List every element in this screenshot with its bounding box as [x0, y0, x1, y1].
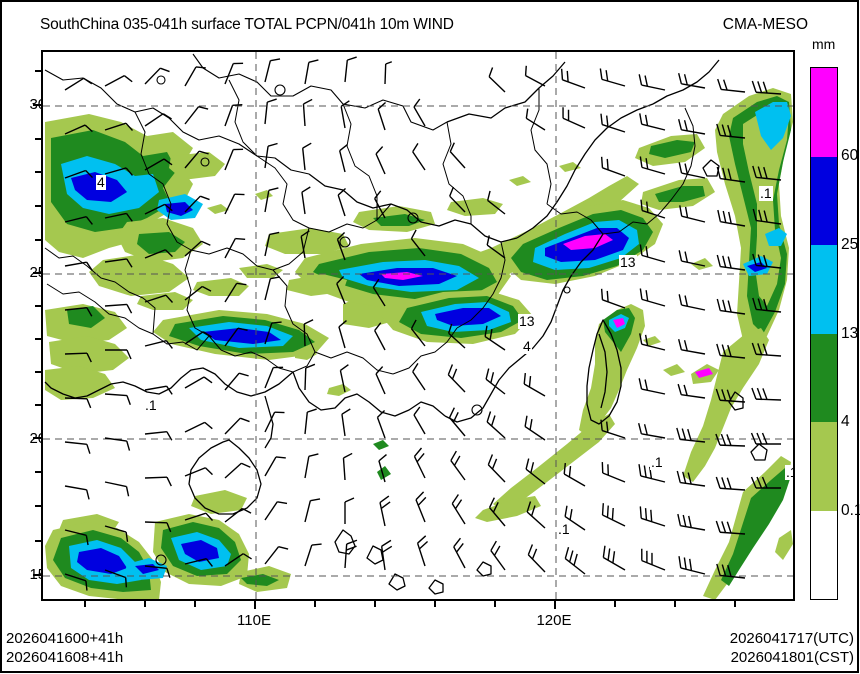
- colorbar-band-1: [811, 156, 837, 245]
- tick-lon-minor-1: [84, 601, 86, 607]
- tick-lon-minor-8: [614, 601, 616, 607]
- colorbar-label-0-1: 0.1: [841, 502, 860, 520]
- contour-label: .1: [759, 185, 773, 201]
- tick-lon-minor-5: [374, 601, 376, 607]
- contour-label: 4: [522, 338, 532, 354]
- map-canvas: [43, 52, 793, 599]
- colorbar[interactable]: [810, 67, 838, 600]
- colorbar-label-60: 60: [841, 146, 859, 164]
- colorbar-band-2: [811, 245, 837, 334]
- tick-lon-minor-6: [434, 601, 436, 607]
- tick-lat-minor-1: [35, 70, 41, 72]
- tick-lon-120e: [554, 601, 556, 609]
- tick-lon-minor-7: [494, 601, 496, 607]
- colorbar-label-25: 25: [841, 235, 859, 253]
- tick-lon-minor-9: [674, 601, 676, 607]
- contour-label: .1: [650, 454, 664, 470]
- contour-label: 4: [793, 196, 795, 211]
- tick-lon-minor-4: [314, 601, 316, 607]
- axis-label-lon-120e: 120E: [536, 612, 572, 629]
- tick-lat-minor-9: [35, 404, 41, 406]
- tick-lat-minor-8: [35, 371, 41, 373]
- contour-label: .1: [785, 465, 793, 480]
- tick-lat-minor-5: [35, 239, 41, 241]
- contour-label: 13: [619, 254, 637, 270]
- tick-lat-minor-2: [35, 138, 41, 140]
- colorbar-band-0: [811, 68, 837, 157]
- colorbar-unit-label: mm: [812, 36, 836, 52]
- contour-label: .1: [144, 397, 158, 413]
- tick-lat-minor-7: [35, 338, 41, 340]
- tick-lon-minor-10: [734, 601, 736, 607]
- chart-footer: 2026041600+41h 2026041608+41h 2026041717…: [0, 630, 860, 674]
- tick-lat-minor-11: [35, 505, 41, 507]
- colorbar-band-4: [811, 422, 837, 511]
- valid-time-cst: 2026041801(CST): [730, 649, 854, 666]
- tick-lat-minor-3: [35, 171, 41, 173]
- tick-lat-minor-12: [35, 540, 41, 542]
- tick-lat-20n: [33, 437, 41, 439]
- colorbar-label-4: 4: [841, 413, 850, 431]
- contour-label: 13: [518, 313, 536, 329]
- chart-header: SouthChina 035-041h surface TOTAL PCPN/0…: [0, 16, 860, 42]
- contour-label: 4: [96, 174, 106, 190]
- tick-lat-minor-4: [35, 205, 41, 207]
- colorbar-label-13: 13: [841, 324, 859, 342]
- init-time-cst: 2026041608+41h: [6, 649, 124, 666]
- tick-lat-30n: [33, 104, 41, 106]
- valid-time-utc: 2026041717(UTC): [729, 630, 854, 647]
- tick-lon-minor-2: [144, 601, 146, 607]
- model-name-label: CMA-MESO: [722, 16, 808, 33]
- init-time-utc: 2026041600+41h: [6, 630, 124, 647]
- axis-label-lon-110e: 110E: [237, 612, 271, 629]
- gridlines-layer: [43, 52, 793, 599]
- tick-lon-110e: [254, 601, 256, 609]
- tick-lat-25n: [33, 272, 41, 274]
- tick-lat-minor-10: [35, 471, 41, 473]
- colorbar-band-3: [811, 333, 837, 422]
- tick-lat-minor-6: [35, 305, 41, 307]
- page-title: SouthChina 035-041h surface TOTAL PCPN/0…: [40, 16, 454, 33]
- contour-label: .1: [557, 521, 571, 537]
- colorbar-band-5: [811, 510, 837, 599]
- tick-lon-minor-3: [194, 601, 196, 607]
- tick-lat-15n: [33, 574, 41, 576]
